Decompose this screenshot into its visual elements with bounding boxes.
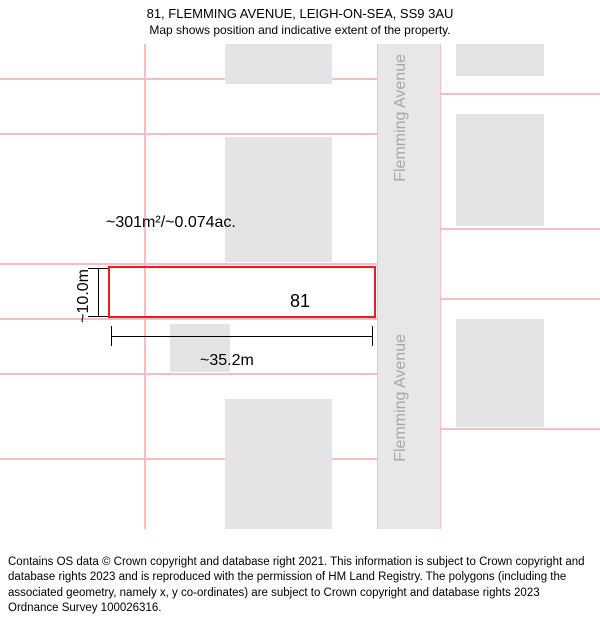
measure-tick xyxy=(372,326,373,346)
height-label: ~10.0m xyxy=(75,269,93,323)
parcel xyxy=(0,134,145,264)
parcel xyxy=(145,79,378,134)
building xyxy=(456,44,544,76)
building xyxy=(225,137,332,262)
header: 81, FLEMMING AVENUE, LEIGH-ON-SEA, SS9 3… xyxy=(0,0,600,39)
page-subtitle: Map shows position and indicative extent… xyxy=(10,23,590,37)
copyright-footer: Contains OS data © Crown copyright and d… xyxy=(0,549,600,625)
measure-line-h xyxy=(111,336,372,337)
building xyxy=(456,114,544,226)
parcel xyxy=(440,429,600,529)
page-title: 81, FLEMMING AVENUE, LEIGH-ON-SEA, SS9 3… xyxy=(10,6,590,21)
parcel xyxy=(0,79,145,134)
measure-tick xyxy=(111,326,112,346)
building xyxy=(225,44,332,84)
road-label: Flemming Avenue xyxy=(392,54,410,182)
plot-number: 81 xyxy=(290,291,310,312)
parcel xyxy=(0,459,145,529)
building xyxy=(225,399,332,529)
parcel xyxy=(0,374,145,459)
parcel xyxy=(0,44,145,79)
area-label: ~301m²/~0.074ac. xyxy=(106,214,236,232)
highlighted-property xyxy=(108,266,376,318)
building xyxy=(456,319,544,427)
parcel xyxy=(0,319,145,374)
width-label: ~35.2m xyxy=(200,352,254,370)
road-label: Flemming Avenue xyxy=(392,334,410,462)
measure-line-v xyxy=(98,268,99,316)
parcel xyxy=(440,229,600,299)
property-map: Flemming Avenue Flemming Avenue 81 ~301m²/~… xyxy=(0,44,600,529)
